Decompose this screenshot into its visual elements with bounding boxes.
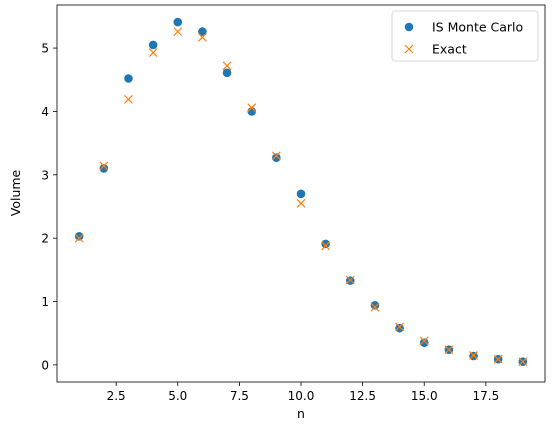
- x-tick-label: 10.0: [288, 389, 315, 403]
- data-point-is-monte-carlo: [74, 231, 84, 241]
- data-point-is-monte-carlo: [124, 74, 133, 83]
- data-point-exact: [296, 198, 306, 208]
- data-point-is-monte-carlo: [370, 301, 380, 310]
- y-tick-label: 4: [41, 105, 49, 119]
- legend-label-exact: Exact: [432, 42, 467, 57]
- x-tick-label: 5.0: [168, 389, 187, 403]
- x-axis-label: n: [297, 406, 305, 421]
- legend-marker-exact: [404, 44, 414, 54]
- data-series: [74, 17, 528, 367]
- data-point-exact: [148, 48, 158, 57]
- series-1: [74, 27, 528, 367]
- y-tick-label: 3: [41, 168, 49, 182]
- y-tick-label: 1: [41, 295, 49, 309]
- data-point-exact: [444, 345, 454, 355]
- y-axis-label: Volume: [8, 169, 23, 216]
- data-point-exact: [518, 357, 528, 367]
- data-point-is-monte-carlo: [198, 27, 207, 36]
- data-point-is-monte-carlo: [222, 68, 232, 78]
- data-point-is-monte-carlo: [173, 17, 183, 27]
- x-axis-ticks: 2.5 5.0 7.5 10.0 12.5 15.0 17.5: [107, 382, 499, 403]
- legend-box: [391, 10, 539, 62]
- x-tick-label: 15.0: [411, 389, 438, 403]
- data-point-exact: [222, 61, 232, 71]
- y-tick-label: 0: [41, 358, 49, 372]
- plot-frame: [56, 4, 546, 383]
- y-tick-label: 2: [41, 232, 49, 246]
- legend-label-is-monte-carlo: IS Monte Carlo: [432, 20, 523, 35]
- data-point-exact: [74, 233, 84, 243]
- data-point-exact: [321, 241, 331, 251]
- data-point-exact: [419, 336, 429, 346]
- x-tick-label: 12.5: [349, 389, 376, 403]
- data-point-is-monte-carlo: [395, 323, 404, 333]
- y-tick-label: 5: [41, 42, 49, 56]
- y-axis-ticks: 0 1 2 3 4 5: [41, 42, 57, 372]
- data-point-exact: [197, 32, 207, 42]
- data-point-exact: [173, 27, 183, 37]
- data-point-exact: [370, 302, 380, 312]
- data-point-exact: [493, 354, 503, 364]
- data-point-exact: [345, 275, 355, 285]
- data-point-is-monte-carlo: [296, 189, 306, 199]
- data-point-exact: [99, 161, 109, 171]
- data-point-exact: [271, 151, 281, 161]
- data-point-is-monte-carlo: [321, 239, 330, 249]
- x-tick-label: 17.5: [472, 389, 499, 403]
- legend: IS Monte Carlo Exact: [391, 10, 539, 62]
- data-point-is-monte-carlo: [99, 164, 109, 173]
- data-point-is-monte-carlo: [148, 40, 158, 50]
- x-tick-label: 7.5: [230, 389, 249, 403]
- data-point-exact: [469, 350, 478, 360]
- data-point-exact: [395, 322, 405, 332]
- x-tick-label: 2.5: [107, 389, 126, 403]
- data-point-is-monte-carlo: [272, 153, 281, 163]
- legend-marker-is-monte-carlo: [404, 22, 414, 32]
- data-point-is-monte-carlo: [419, 338, 429, 348]
- data-point-exact: [247, 103, 257, 113]
- data-point-exact: [124, 94, 133, 104]
